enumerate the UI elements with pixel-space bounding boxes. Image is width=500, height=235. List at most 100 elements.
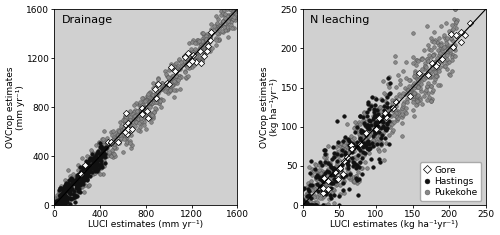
Point [124,125,132,128]
Point [78,172,86,176]
Point [353,156,361,160]
Point [61,188,69,192]
Point [95,153,103,157]
Point [58,188,66,192]
Point [70,195,78,199]
Point [97,153,105,157]
Point [196,39,203,43]
Point [306,203,314,207]
Point [378,137,386,140]
Point [400,92,408,96]
Point [343,155,351,159]
Point [58,188,66,192]
Point [320,176,328,180]
Point [306,187,314,191]
Point [452,35,460,38]
Point [358,130,366,134]
Point [398,115,406,119]
Point [71,196,79,199]
Point [340,176,348,179]
Point [94,157,102,161]
Point [416,73,424,76]
Point [94,167,102,171]
Point [221,16,229,20]
Point [384,121,392,125]
Point [346,147,354,151]
Point [330,168,338,172]
Point [102,146,110,150]
Point [95,159,103,162]
Point [332,169,340,172]
Point [333,182,341,186]
Point [382,128,390,132]
Point [394,93,402,96]
Point [365,141,373,144]
Point [332,164,340,168]
Point [449,45,457,49]
Point [310,195,318,199]
Point [98,165,106,169]
Point [82,174,90,178]
Point [206,49,214,52]
Point [326,168,334,172]
Point [191,47,199,51]
Point [317,168,325,172]
Point [311,162,319,166]
Point [379,131,387,134]
Point [98,161,106,165]
Point [100,137,108,141]
Point [303,185,311,189]
Point [103,141,111,145]
Point [188,65,196,69]
Point [134,117,141,121]
Point [368,103,376,107]
Point [332,145,340,149]
Point [99,152,107,155]
Point [82,183,90,187]
Point [347,143,355,147]
Point [54,198,62,202]
Point [101,156,109,159]
Point [152,95,160,99]
Point [130,114,138,118]
Point [330,193,338,197]
Point [89,162,97,166]
Point [357,144,365,148]
Point [360,145,368,148]
Point [92,153,100,157]
Point [384,82,392,86]
Point [133,115,141,119]
Point [83,175,91,178]
Point [131,116,139,119]
Point [446,48,454,52]
Point [370,131,378,134]
Point [349,179,357,183]
Point [64,198,72,202]
Point [53,203,61,207]
Point [385,108,393,111]
Point [172,68,180,72]
Point [414,85,422,89]
Point [414,99,422,103]
Point [56,186,64,190]
Point [388,101,396,105]
Point [346,146,354,149]
Point [330,168,338,172]
Point [184,51,192,55]
Point [374,140,382,144]
Point [320,191,328,194]
Point [147,92,155,96]
Point [58,199,66,202]
Point [428,53,436,57]
Point [138,101,146,104]
Point [430,80,438,84]
Point [450,39,458,43]
Point [80,178,88,182]
Point [98,156,106,160]
Point [136,103,144,106]
Point [66,174,74,177]
Point [360,141,368,145]
Point [174,57,182,61]
Point [98,154,106,158]
Point [341,146,349,149]
